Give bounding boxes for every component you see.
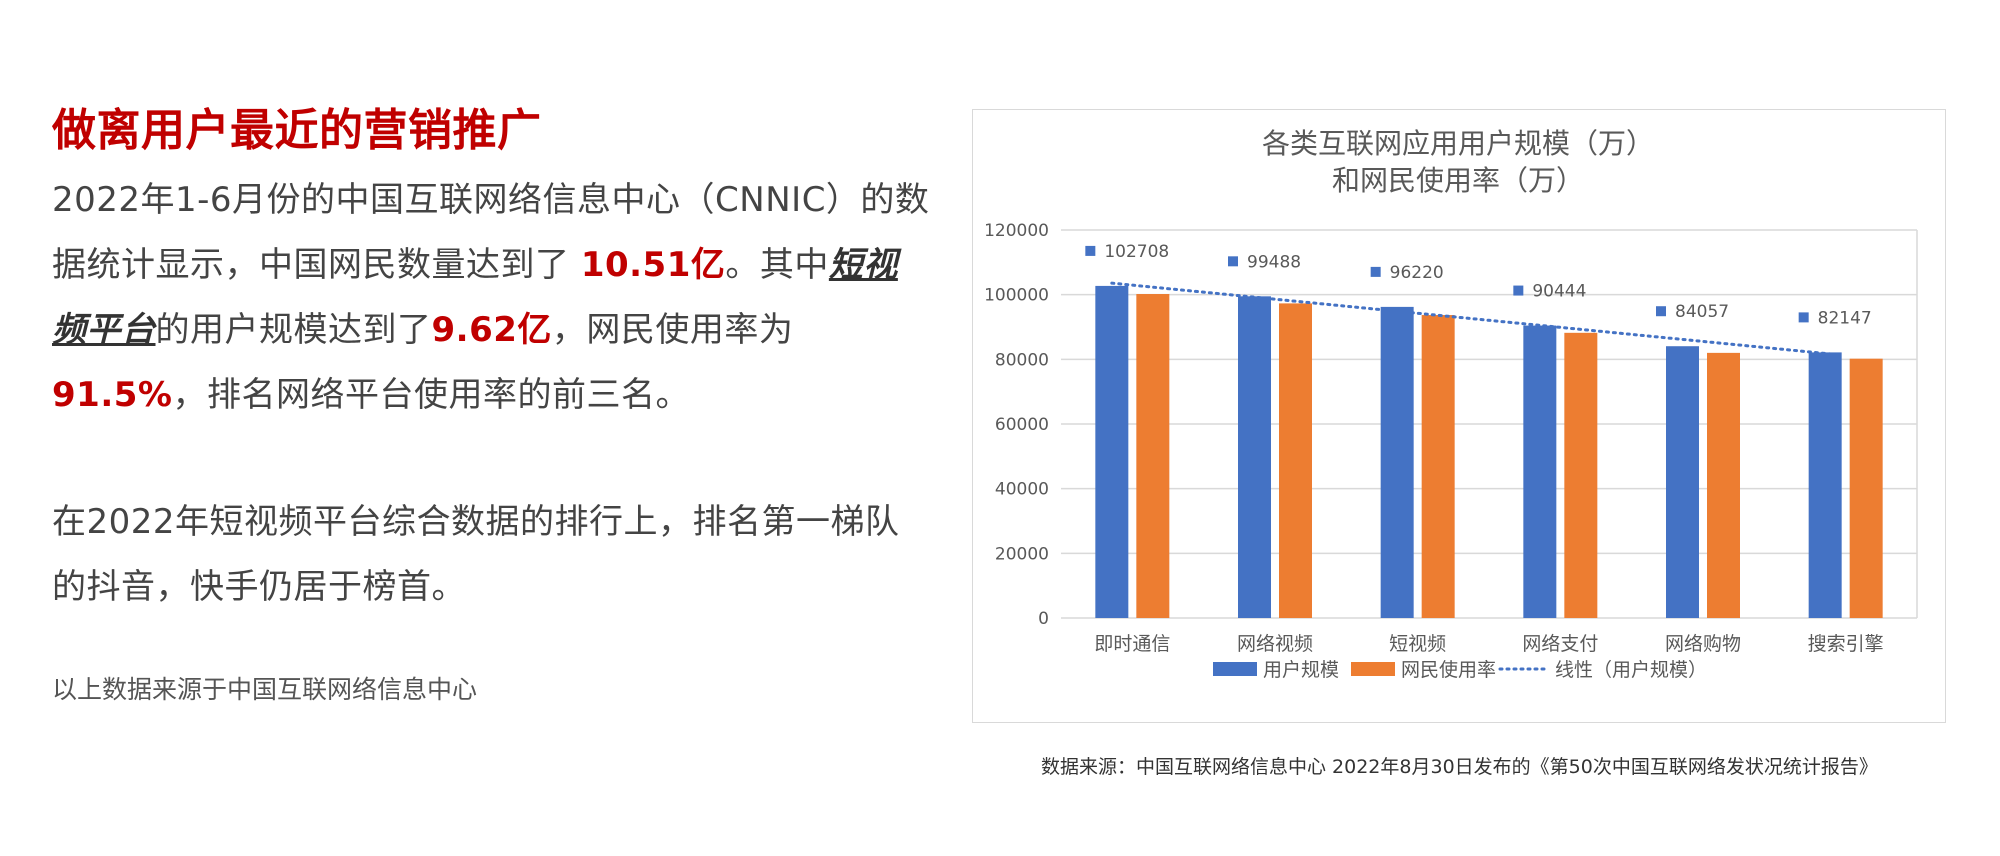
bar-user-scale <box>1380 306 1414 618</box>
bar-usage-rate <box>1279 303 1312 618</box>
x-tick-label: 短视频 <box>1389 633 1446 655</box>
data-label-marker <box>1656 306 1666 317</box>
short-video-platform-term: 短视频平台 <box>52 245 898 350</box>
data-label: 99488 <box>1247 252 1301 272</box>
bar-usage-rate <box>1849 358 1883 618</box>
intro-text-5: ，排名网络平台使用率的前三名。 <box>172 375 690 415</box>
data-label-marker <box>1513 285 1524 296</box>
intro-text-2: 。其中 <box>725 245 829 285</box>
y-tick-label: 120000 <box>984 221 1049 241</box>
chart-panel: 各类互联网应用用户规模（万） 和网民使用率（万） 0 20000 40000 60000 8… <box>972 109 1946 723</box>
bar-user-scale <box>1095 285 1129 618</box>
data-label-marker <box>1798 312 1809 323</box>
bar-usage-rate <box>1136 294 1170 618</box>
intro-text-3: 的用户规模达到了 <box>155 310 432 350</box>
y-tick-label: 20000 <box>995 544 1049 564</box>
y-tick-label: 40000 <box>995 480 1049 500</box>
data-label: 84057 <box>1675 302 1729 322</box>
x-tick-label: 即时通信 <box>1094 633 1170 655</box>
data-label: 96220 <box>1390 263 1444 283</box>
data-source-note: 以上数据来源于中国互联网络信息中心 <box>52 675 478 704</box>
data-label: 90444 <box>1532 282 1586 302</box>
legend-label-trendline: 线性（用户规模） <box>1555 659 1707 681</box>
ranking-paragraph: 在2022年短视频平台综合数据的排行上，排名第一梯队的抖音，快手仍居于榜首。 <box>52 502 900 607</box>
y-tick-label: 80000 <box>995 350 1049 370</box>
chart-title-line: 和网民使用率（万） <box>1332 164 1584 197</box>
chart-source-caption: 数据来源：中国互联网络信息中心 2022年8月30日发布的《第50次中国互联网络… <box>1041 756 1878 778</box>
y-tick-label: 100000 <box>984 286 1049 306</box>
y-tick-label: 0 <box>1038 609 1049 629</box>
data-label-marker <box>1370 266 1381 277</box>
bar-usage-rate <box>1564 332 1598 618</box>
bar-chart: 各类互联网应用用户规模（万） 和网民使用率（万） 0 20000 40000 60000 8… <box>984 127 1918 681</box>
short-video-users-value: 9.62亿 <box>431 310 552 350</box>
trendline <box>1110 281 1839 357</box>
intro-paragraph: 2022年1-6月份的中国互联网络信息中心（CNNIC）的数据统计显示，中国网民… <box>52 168 932 428</box>
bar-user-scale <box>1666 346 1699 618</box>
x-tick-label: 网络支付 <box>1522 633 1598 655</box>
data-label-marker <box>1085 245 1096 256</box>
data-label: 102708 <box>1104 242 1169 262</box>
bar-user-scale <box>1523 325 1557 618</box>
page-title: 做离用户最近的营销推广 <box>52 105 542 156</box>
usage-rate-value: 91.5% <box>52 375 173 415</box>
bar-user-scale <box>1808 352 1842 618</box>
bar-usage-rate <box>1421 315 1455 618</box>
data-label: 82147 <box>1818 308 1872 328</box>
legend-swatch-user-scale <box>1213 662 1257 676</box>
x-tick-label: 搜索引擎 <box>1808 633 1884 655</box>
intro-text-4: ，网民使用率为 <box>551 310 794 350</box>
chart-title-line: 各类互联网应用用户规模（万） <box>1262 127 1654 160</box>
x-tick-label: 网络购物 <box>1665 633 1741 655</box>
bar-usage-rate <box>1707 352 1740 618</box>
intro-text-1: 2022年1-6月份的中国互联网络信息中心（CNNIC）的数据统计显示，中国网民… <box>52 180 930 285</box>
legend-label-usage-rate: 网民使用率 <box>1401 659 1496 681</box>
legend-label-user-scale: 用户规模 <box>1263 659 1339 681</box>
data-label-marker <box>1228 256 1238 267</box>
left-panel: 做离用户最近的营销推广 2022年1-6月份的中国互联网络信息中心（CNNIC）… <box>52 96 932 706</box>
netizen-count-value: 10.51亿 <box>580 245 726 285</box>
bar-user-scale <box>1238 296 1271 618</box>
legend-swatch-usage-rate <box>1351 662 1395 676</box>
x-tick-label: 网络视频 <box>1237 633 1313 655</box>
y-tick-label: 60000 <box>995 415 1049 435</box>
